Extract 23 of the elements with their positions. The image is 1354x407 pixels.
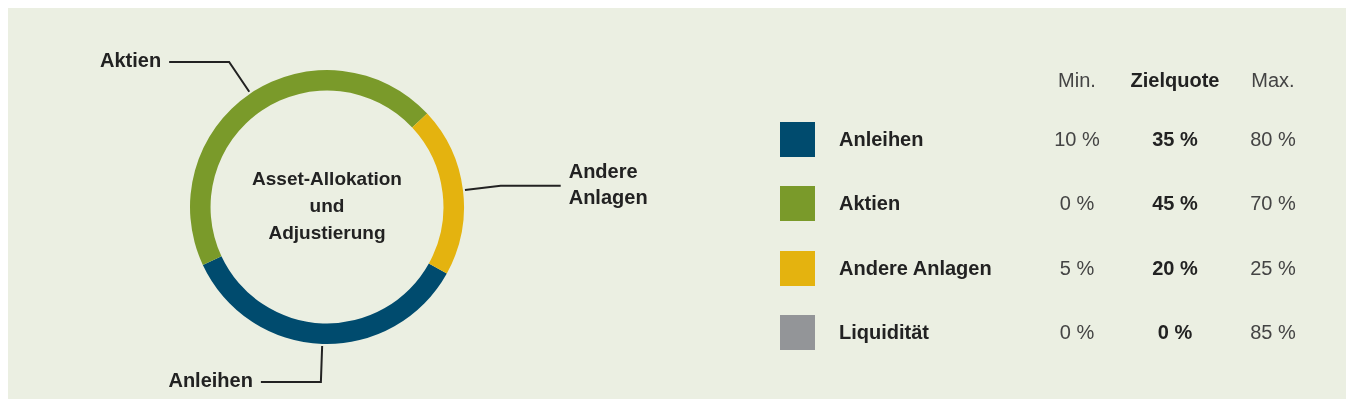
slice-label: Aktien (100, 49, 162, 72)
category-label: Aktien (839, 191, 901, 215)
text: Max. (1251, 68, 1295, 92)
data-label: 45 % (1152, 191, 1198, 215)
text: Asset-Allokation und Adjustierung (252, 168, 402, 244)
slice-label: Andere Anlagen (568, 160, 648, 209)
data-label: 0 % (1059, 191, 1095, 215)
data-label: 85 % (1250, 320, 1296, 344)
data-label: 0 % (1157, 320, 1193, 344)
data-label: 35 % (1152, 127, 1198, 151)
category-label: Anleihen (839, 127, 924, 151)
data-label: 5 % (1059, 256, 1095, 280)
category-label: Liquidität (839, 320, 929, 344)
data-label: 25 % (1250, 256, 1296, 280)
category-label: Andere Anlagen (839, 256, 992, 280)
text: Min. (1058, 68, 1096, 92)
data-label: 20 % (1152, 256, 1198, 280)
text: Zielquote (1130, 68, 1220, 92)
data-label: 80 % (1250, 127, 1296, 151)
slice-label: Anleihen (168, 369, 253, 392)
data-label: 70 % (1250, 191, 1296, 215)
data-label: 10 % (1054, 127, 1100, 151)
data-label: 0 % (1059, 320, 1095, 344)
